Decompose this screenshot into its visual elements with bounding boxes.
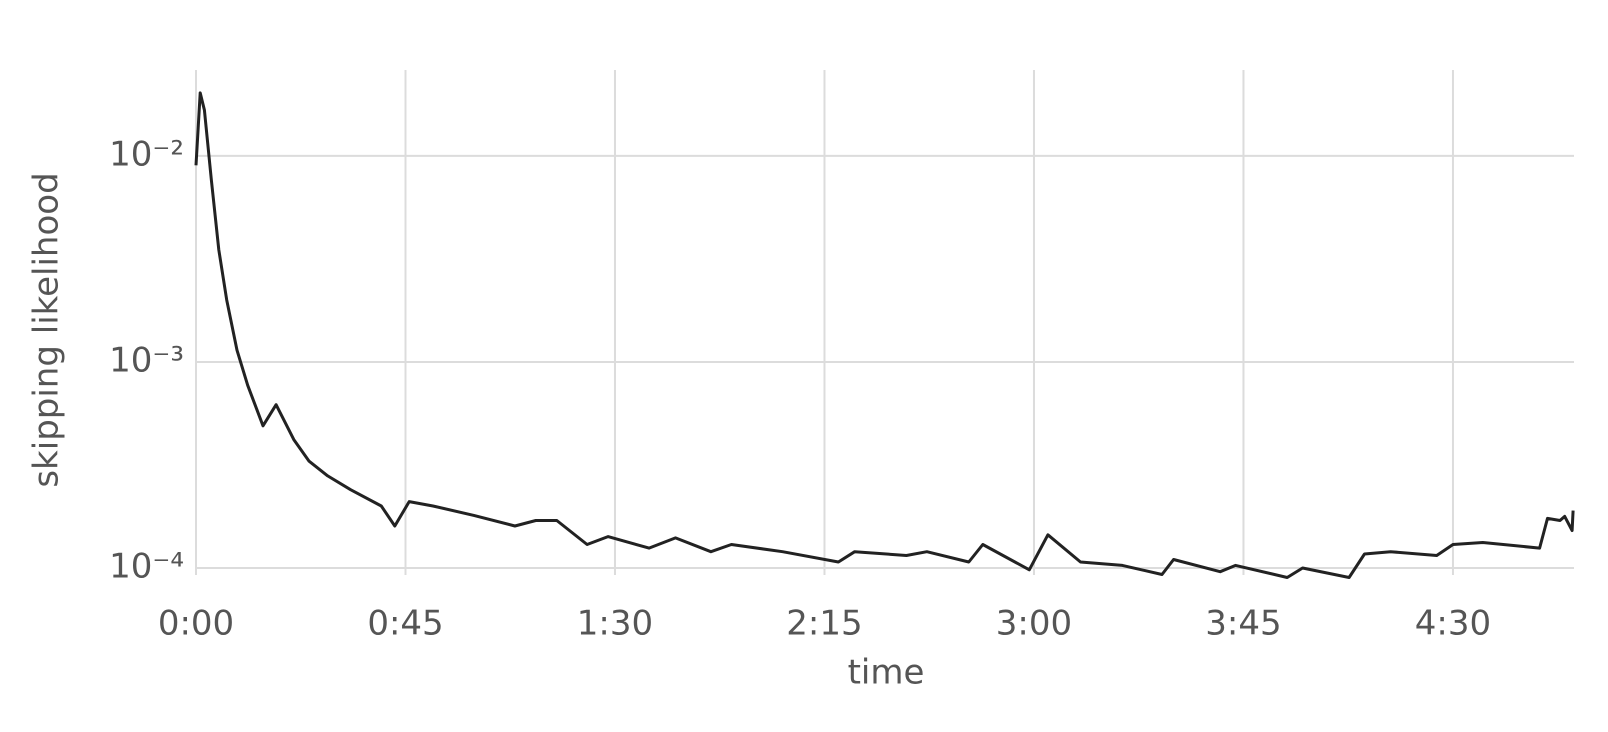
y-axis-label: skipping likelihood (27, 172, 67, 487)
y-tick-label: 10⁻³ (109, 340, 184, 380)
x-tick-label: 0:00 (158, 604, 234, 644)
line (194, 91, 1575, 579)
x-tick-label: 4:30 (1415, 604, 1491, 644)
x-tick-label: 2:15 (786, 604, 862, 644)
x-tick-label: 1:30 (577, 604, 653, 644)
x-tick-label: 3:00 (996, 604, 1072, 644)
y-tick-label: 10⁻² (109, 134, 184, 174)
y-tick-label: 10⁻⁴ (109, 547, 184, 587)
x-tick-label: 3:45 (1205, 604, 1281, 644)
x-tick-label: 0:45 (367, 604, 443, 644)
x-axis-label: time (848, 653, 925, 693)
